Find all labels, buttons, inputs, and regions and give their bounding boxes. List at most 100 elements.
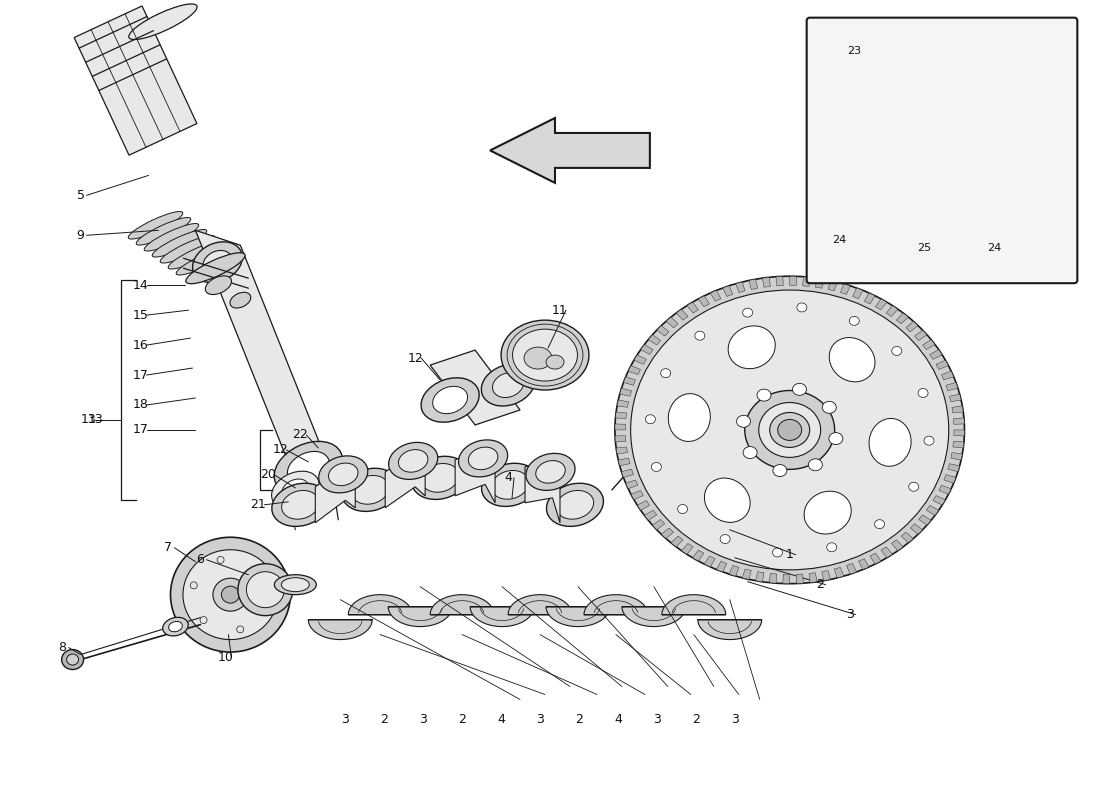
Ellipse shape bbox=[204, 250, 232, 274]
Polygon shape bbox=[645, 510, 657, 520]
Polygon shape bbox=[546, 606, 609, 626]
Text: 3: 3 bbox=[536, 713, 544, 726]
Text: 8: 8 bbox=[58, 641, 67, 654]
Ellipse shape bbox=[849, 316, 859, 326]
Ellipse shape bbox=[615, 276, 965, 584]
Polygon shape bbox=[876, 299, 887, 310]
Ellipse shape bbox=[398, 450, 428, 472]
Ellipse shape bbox=[792, 383, 806, 395]
Ellipse shape bbox=[492, 470, 529, 499]
Text: 14: 14 bbox=[133, 278, 148, 292]
Ellipse shape bbox=[513, 329, 578, 381]
Polygon shape bbox=[615, 436, 626, 442]
Ellipse shape bbox=[823, 402, 836, 414]
Polygon shape bbox=[953, 442, 964, 448]
Ellipse shape bbox=[547, 483, 604, 526]
Ellipse shape bbox=[129, 4, 197, 39]
Text: 6: 6 bbox=[197, 554, 205, 566]
Text: 11: 11 bbox=[552, 304, 568, 317]
Ellipse shape bbox=[931, 105, 953, 126]
Text: 13: 13 bbox=[80, 414, 97, 426]
Ellipse shape bbox=[329, 463, 358, 486]
Polygon shape bbox=[584, 594, 648, 614]
Text: 12: 12 bbox=[273, 443, 288, 457]
Polygon shape bbox=[736, 282, 745, 293]
Polygon shape bbox=[723, 286, 733, 297]
Ellipse shape bbox=[862, 180, 877, 190]
Text: 4: 4 bbox=[504, 471, 512, 484]
Text: 23: 23 bbox=[848, 46, 861, 56]
Text: 15: 15 bbox=[133, 309, 148, 322]
Ellipse shape bbox=[411, 456, 469, 499]
Ellipse shape bbox=[67, 654, 78, 665]
Ellipse shape bbox=[301, 501, 324, 518]
Polygon shape bbox=[776, 276, 783, 286]
Polygon shape bbox=[616, 412, 627, 418]
Ellipse shape bbox=[651, 462, 661, 471]
Ellipse shape bbox=[772, 548, 782, 557]
Polygon shape bbox=[840, 284, 850, 294]
Ellipse shape bbox=[192, 242, 242, 282]
Polygon shape bbox=[648, 334, 661, 345]
Polygon shape bbox=[852, 288, 862, 298]
Polygon shape bbox=[631, 490, 644, 500]
Polygon shape bbox=[946, 382, 958, 390]
Ellipse shape bbox=[742, 308, 752, 317]
Polygon shape bbox=[729, 566, 739, 576]
Text: 2: 2 bbox=[459, 713, 466, 726]
Polygon shape bbox=[637, 501, 650, 510]
Polygon shape bbox=[624, 377, 636, 386]
Text: 3: 3 bbox=[846, 608, 854, 621]
Polygon shape bbox=[815, 278, 824, 288]
Text: 21: 21 bbox=[251, 498, 266, 511]
Polygon shape bbox=[525, 458, 561, 522]
Ellipse shape bbox=[459, 440, 507, 477]
Ellipse shape bbox=[421, 378, 480, 422]
Ellipse shape bbox=[206, 276, 231, 294]
Ellipse shape bbox=[286, 506, 295, 514]
Polygon shape bbox=[954, 430, 965, 436]
Polygon shape bbox=[914, 330, 927, 341]
Polygon shape bbox=[316, 460, 355, 522]
Ellipse shape bbox=[254, 566, 261, 573]
Polygon shape bbox=[944, 474, 956, 483]
Ellipse shape bbox=[129, 211, 183, 239]
Text: 3: 3 bbox=[341, 713, 349, 726]
Polygon shape bbox=[455, 445, 495, 503]
Ellipse shape bbox=[630, 290, 948, 570]
Ellipse shape bbox=[526, 454, 575, 490]
Text: 2: 2 bbox=[816, 578, 824, 591]
Ellipse shape bbox=[183, 550, 278, 639]
Ellipse shape bbox=[744, 446, 757, 458]
Polygon shape bbox=[508, 594, 572, 614]
Ellipse shape bbox=[892, 346, 902, 355]
Ellipse shape bbox=[546, 355, 564, 369]
Polygon shape bbox=[667, 317, 679, 328]
Ellipse shape bbox=[808, 458, 823, 470]
Polygon shape bbox=[756, 572, 764, 582]
Polygon shape bbox=[948, 464, 959, 472]
Ellipse shape bbox=[238, 564, 293, 616]
Ellipse shape bbox=[857, 188, 874, 202]
Polygon shape bbox=[828, 281, 837, 291]
Ellipse shape bbox=[536, 461, 565, 483]
Polygon shape bbox=[617, 400, 628, 407]
Polygon shape bbox=[881, 547, 892, 558]
Ellipse shape bbox=[737, 415, 750, 427]
Polygon shape bbox=[621, 469, 634, 478]
Ellipse shape bbox=[282, 479, 309, 501]
Ellipse shape bbox=[669, 394, 711, 442]
Polygon shape bbox=[769, 574, 777, 583]
Ellipse shape bbox=[695, 331, 705, 340]
Polygon shape bbox=[619, 388, 631, 396]
Text: 4: 4 bbox=[614, 713, 622, 726]
Ellipse shape bbox=[912, 204, 927, 216]
Polygon shape bbox=[682, 543, 693, 554]
Text: 22: 22 bbox=[293, 429, 308, 442]
Text: 5: 5 bbox=[77, 189, 85, 202]
Polygon shape bbox=[926, 506, 938, 515]
Ellipse shape bbox=[773, 465, 786, 477]
Ellipse shape bbox=[827, 542, 837, 552]
Ellipse shape bbox=[924, 436, 934, 445]
Polygon shape bbox=[634, 355, 647, 364]
